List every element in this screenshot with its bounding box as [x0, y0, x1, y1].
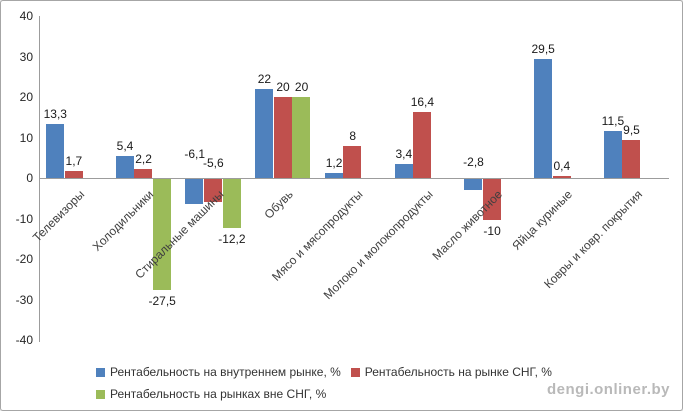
y-axis-tick-label: 30: [19, 49, 33, 64]
legend-row-1: Рентабельность на внутреннем рынке, % Ре…: [96, 361, 552, 383]
bar-value-label: 1,2: [325, 156, 343, 171]
y-axis-tick-label: -10: [15, 211, 33, 226]
bar-series2-cat4: [273, 97, 292, 178]
bar-value-label: 22: [257, 71, 272, 86]
legend-label: Рентабельность на рынке СНГ, %: [364, 365, 552, 379]
bar-value-label: 29,5: [531, 41, 555, 56]
bar-series1-cat9: [603, 131, 622, 178]
bar-series1-cat6: [394, 164, 413, 178]
bar-value-label: 13,3: [43, 107, 67, 122]
category-label: Холодильники: [90, 187, 157, 254]
bar-series2-cat3: [204, 179, 222, 202]
bar-series1-cat7: [464, 179, 483, 191]
bar-value-label: -12,2: [218, 232, 246, 247]
bar-series2-cat9: [622, 139, 641, 178]
legend-swatch-blue: [96, 367, 105, 377]
bar-value-label: 11,5: [601, 114, 625, 129]
category-label: Яйца куриные: [509, 187, 575, 253]
bar-value-label: 20: [276, 80, 290, 94]
bar-value-label: 20: [294, 80, 309, 94]
bar-value-label: 9,5: [623, 122, 640, 137]
bar-series3-cat3: [222, 179, 241, 229]
bar-series2-cat1: [64, 171, 83, 178]
bar-series3-cat2: [152, 179, 171, 291]
bar-value-label: -2,8: [463, 155, 484, 169]
legend-item-domestic-market: Рентабельность на внутреннем рынке, %: [96, 365, 341, 379]
bar-value-label: 3,4: [395, 147, 413, 162]
bar-series1-cat1: [46, 124, 64, 178]
y-axis-tick-label: 10: [19, 130, 33, 145]
bar-value-label: 1,7: [65, 154, 83, 169]
y-axis-tick-label: 40: [19, 9, 33, 23]
y-axis-tick-label: -30: [15, 292, 33, 307]
legend-swatch-green: [96, 389, 105, 399]
bar-value-label: 16,4: [410, 94, 435, 109]
legend-label: Рентабельность на рынках вне СНГ, %: [110, 387, 327, 401]
bar-series1-cat5: [324, 173, 343, 178]
bar-value-label: 5,4: [116, 139, 134, 154]
watermark: dengi.onliner.by: [546, 381, 670, 398]
bar-series1-cat3: [185, 179, 204, 204]
y-axis-tick-label: -20: [15, 252, 33, 266]
bar-value-label: -27,5: [148, 294, 176, 309]
category-label: Обувь: [261, 187, 297, 222]
legend-item-non-cis-market: Рентабельность на рынках вне СНГ, %: [96, 387, 326, 401]
bar-value-label: 2,2: [135, 152, 152, 167]
bar-value-label: 8: [349, 128, 357, 143]
bar-series2-cat6: [413, 111, 432, 178]
legend-item-cis-market: Рентабельность на рынке СНГ, %: [350, 365, 552, 379]
bar-series1-cat8: [533, 58, 552, 178]
bar-series2-cat8: [552, 176, 571, 178]
bar-value-label: -5,6: [202, 156, 224, 170]
bar-value-label: -6,1: [184, 147, 206, 161]
chart-legend: Рентабельность на внутреннем рынке, % Ре…: [96, 361, 552, 405]
legend-label: Рентабельность на внутреннем рынке, %: [110, 365, 341, 379]
bar-series2-cat2: [134, 169, 153, 178]
bar-series1-cat2: [115, 156, 134, 178]
bar-value-label: -10: [483, 223, 501, 238]
bar-series2-cat5: [343, 145, 362, 178]
y-axis-tick-label: 0: [26, 171, 33, 185]
legend-row-2: Рентабельность на рынках вне СНГ, %: [96, 383, 552, 405]
y-axis-tick-label: -40: [15, 333, 33, 347]
bar-series3-cat4: [292, 97, 311, 178]
y-axis-tick-label: 20: [19, 90, 33, 104]
bar-value-label: 0,4: [553, 159, 571, 174]
bar-series1-cat4: [255, 88, 274, 178]
legend-swatch-red: [350, 367, 360, 377]
y-axis-line: [39, 16, 40, 342]
bar-series2-cat7: [482, 179, 501, 220]
x-axis-zero-line: [39, 178, 669, 179]
